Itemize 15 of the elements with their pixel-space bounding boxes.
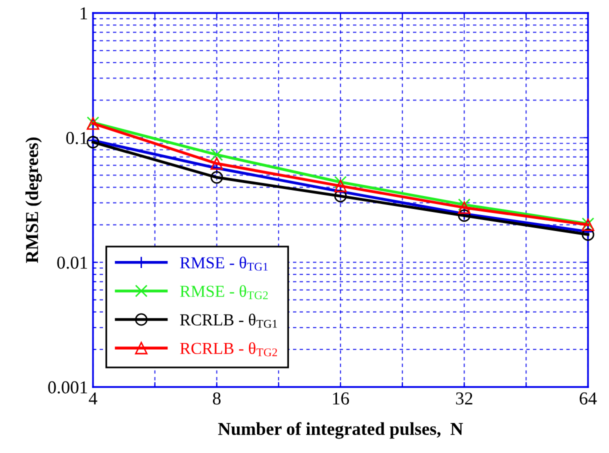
y-tick-label: 0.01 [57, 256, 88, 269]
x-tick-label: 8 [212, 392, 221, 405]
legend-label: RCRLB - θ$_{TG2}$ [180, 342, 278, 356]
x-axis-title: Number of integrated pulses, N [218, 422, 463, 439]
legend-label: RCRLB - θ$_{TG1}$ [180, 314, 277, 328]
y-tick-label: 0.1 [66, 132, 88, 144]
legend-label: RMSE - θ$_{TG2}$ [180, 285, 268, 300]
legend-label: RMSE - θ$_{TG1}$ [180, 256, 268, 271]
x-tick-label: 32 [456, 392, 472, 405]
x-tick-label: 64 [580, 392, 597, 405]
y-tick-label: 1 [80, 7, 88, 20]
x-tick-label: 4 [88, 392, 98, 404]
y-tick-label: 0.001 [48, 381, 88, 394]
y-axis-title: RMSE (degrees) [25, 138, 42, 263]
x-tick-label: 16 [333, 392, 349, 405]
